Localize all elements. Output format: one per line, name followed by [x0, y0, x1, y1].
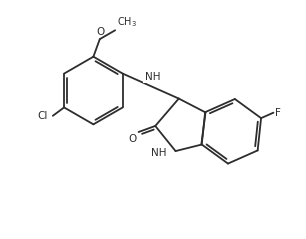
Text: CH$_3$: CH$_3$ [117, 15, 137, 29]
Text: O: O [96, 27, 105, 37]
Text: F: F [275, 108, 281, 118]
Text: Cl: Cl [38, 111, 48, 121]
Text: NH: NH [151, 148, 166, 158]
Text: O: O [129, 134, 137, 144]
Text: NH: NH [145, 72, 160, 82]
